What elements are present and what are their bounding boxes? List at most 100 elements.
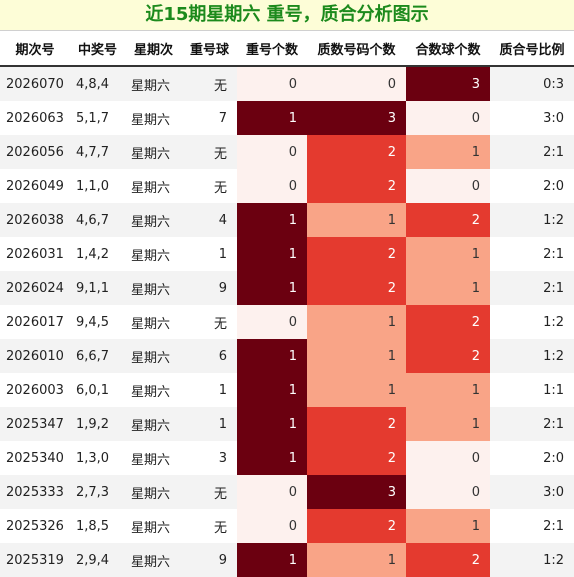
cell-composite-count: 1: [406, 509, 490, 543]
cell-ratio: 2:1: [490, 509, 574, 543]
table-row: 2025340 1,3,0 星期六 3 1 2 0 2:0: [0, 441, 574, 475]
cell-numbers: 4,8,4: [70, 66, 125, 101]
header-composite-count: 合数球个数: [406, 31, 490, 67]
cell-weekday: 星期六: [125, 203, 182, 237]
table-row: 2026049 1,1,0 星期六无 0 2 0 2:0: [0, 169, 574, 203]
header-repeat-ball: 重号球: [182, 31, 237, 67]
cell-numbers: 2,7,3: [70, 475, 125, 509]
cell-period: 2026063: [0, 101, 70, 135]
cell-period: 2026031: [0, 237, 70, 271]
cell-ratio: 2:1: [490, 271, 574, 305]
cell-numbers: 6,0,1: [70, 373, 125, 407]
cell-repeat-count: 1: [237, 339, 307, 373]
table-row: 2026056 4,7,7 星期六无 0 2 1 2:1: [0, 135, 574, 169]
cell-repeat-count: 1: [237, 203, 307, 237]
cell-repeat-ball: 1: [182, 373, 237, 407]
cell-repeat-count: 1: [237, 101, 307, 135]
table-row: 2026003 6,0,1 星期六 1 1 1 1 1:1: [0, 373, 574, 407]
cell-ratio: 1:2: [490, 543, 574, 577]
header-period: 期次号: [0, 31, 70, 67]
cell-prime-count: 1: [307, 305, 406, 339]
table-row: 2025326 1,8,5 星期六无 0 2 1 2:1: [0, 509, 574, 543]
cell-prime-count: 2: [307, 441, 406, 475]
table-row: 2025333 2,7,3 星期六无 0 3 0 3:0: [0, 475, 574, 509]
cell-period: 2026056: [0, 135, 70, 169]
cell-weekday: 星期六: [125, 135, 182, 169]
cell-numbers: 4,7,7: [70, 135, 125, 169]
cell-repeat-count: 1: [237, 373, 307, 407]
cell-prime-count: 2: [307, 509, 406, 543]
cell-period: 2026017: [0, 305, 70, 339]
cell-weekday: 星期六: [125, 373, 182, 407]
cell-composite-count: 2: [406, 543, 490, 577]
cell-ratio: 2:0: [490, 441, 574, 475]
table-body: 2026070 4,8,4 星期六无 0 0 3 0:3 2026063 5,1,7 星期六 7 1 3…: [0, 66, 574, 577]
header-repeat-count: 重号个数: [237, 31, 307, 67]
cell-repeat-count: 0: [237, 475, 307, 509]
cell-numbers: 6,6,7: [70, 339, 125, 373]
cell-prime-count: 1: [307, 203, 406, 237]
cell-repeat-ball: 无: [182, 135, 237, 169]
cell-repeat-count: 1: [237, 271, 307, 305]
cell-prime-count: 2: [307, 169, 406, 203]
cell-weekday: 星期六: [125, 339, 182, 373]
cell-ratio: 3:0: [490, 101, 574, 135]
cell-prime-count: 1: [307, 339, 406, 373]
cell-period: 2025347: [0, 407, 70, 441]
cell-weekday: 星期六: [125, 169, 182, 203]
cell-repeat-ball: 6: [182, 339, 237, 373]
cell-ratio: 1:1: [490, 373, 574, 407]
cell-numbers: 9,4,5: [70, 305, 125, 339]
cell-prime-count: 3: [307, 101, 406, 135]
cell-period: 2026024: [0, 271, 70, 305]
table-row: 2026024 9,1,1 星期六 9 1 2 1 2:1: [0, 271, 574, 305]
cell-repeat-count: 0: [237, 135, 307, 169]
cell-repeat-count: 0: [237, 305, 307, 339]
cell-repeat-ball: 7: [182, 101, 237, 135]
table-row: 2026070 4,8,4 星期六无 0 0 3 0:3: [0, 66, 574, 101]
cell-period: 2026049: [0, 169, 70, 203]
cell-repeat-ball: 9: [182, 543, 237, 577]
table-row: 2026017 9,4,5 星期六无 0 1 2 1:2: [0, 305, 574, 339]
cell-ratio: 2:1: [490, 237, 574, 271]
cell-repeat-ball: 1: [182, 407, 237, 441]
cell-prime-count: 1: [307, 373, 406, 407]
cell-weekday: 星期六: [125, 475, 182, 509]
cell-composite-count: 0: [406, 441, 490, 475]
cell-ratio: 1:2: [490, 203, 574, 237]
cell-repeat-ball: 无: [182, 66, 237, 101]
cell-numbers: 4,6,7: [70, 203, 125, 237]
analysis-table: 期次号 中奖号 星期次 重号球 重号个数 质数号码个数 合数球个数 质合号比例 …: [0, 31, 574, 577]
header-numbers: 中奖号: [70, 31, 125, 67]
table-row: 2026063 5,1,7 星期六 7 1 3 0 3:0: [0, 101, 574, 135]
cell-repeat-ball: 无: [182, 475, 237, 509]
header-weekday: 星期次: [125, 31, 182, 67]
cell-numbers: 1,3,0: [70, 441, 125, 475]
cell-repeat-count: 0: [237, 509, 307, 543]
table-row: 2025319 2,9,4 星期六 9 1 1 2 1:2: [0, 543, 574, 577]
cell-prime-count: 3: [307, 475, 406, 509]
cell-composite-count: 1: [406, 407, 490, 441]
cell-numbers: 1,9,2: [70, 407, 125, 441]
cell-weekday: 星期六: [125, 237, 182, 271]
cell-repeat-ball: 无: [182, 169, 237, 203]
cell-repeat-count: 1: [237, 543, 307, 577]
cell-repeat-ball: 无: [182, 305, 237, 339]
cell-repeat-ball: 无: [182, 509, 237, 543]
header-prime-count: 质数号码个数: [307, 31, 406, 67]
cell-period: 2025333: [0, 475, 70, 509]
cell-ratio: 1:2: [490, 339, 574, 373]
cell-period: 2026010: [0, 339, 70, 373]
table-row: 2026038 4,6,7 星期六 4 1 1 2 1:2: [0, 203, 574, 237]
cell-numbers: 1,8,5: [70, 509, 125, 543]
cell-composite-count: 2: [406, 203, 490, 237]
cell-prime-count: 2: [307, 237, 406, 271]
cell-weekday: 星期六: [125, 543, 182, 577]
cell-weekday: 星期六: [125, 271, 182, 305]
cell-composite-count: 1: [406, 271, 490, 305]
cell-prime-count: 2: [307, 135, 406, 169]
cell-composite-count: 1: [406, 135, 490, 169]
table-row: 2026031 1,4,2 星期六 1 1 2 1 2:1: [0, 237, 574, 271]
cell-weekday: 星期六: [125, 509, 182, 543]
cell-weekday: 星期六: [125, 305, 182, 339]
